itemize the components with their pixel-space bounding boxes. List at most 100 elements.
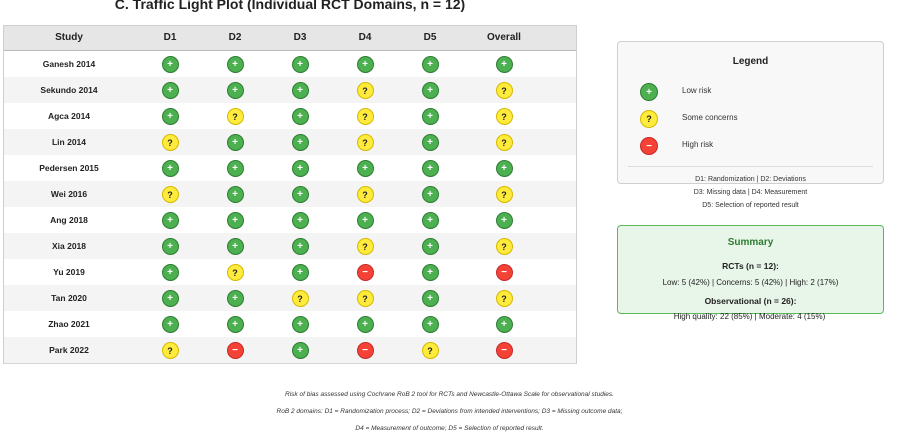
table-row: Yu 2019 +? + − + − <box>4 259 576 286</box>
column-header: Overall <box>487 32 521 43</box>
domain-risk-some-icon: ? <box>421 342 439 359</box>
domain-risk-some-icon: ? <box>356 134 374 151</box>
domain-risk-low-icon: + <box>421 82 439 99</box>
domain-risk-low-icon: + <box>421 212 439 229</box>
domain-risk-low-icon: + <box>356 160 374 177</box>
legend-label: Some concerns <box>682 113 738 122</box>
domain-risk-low-icon: + <box>226 56 244 73</box>
study-label: Sekundo 2014 <box>40 85 98 95</box>
domain-risk-low-icon: + <box>291 160 309 177</box>
legend-high-icon: − <box>640 137 658 155</box>
domain-risk-low-icon: + <box>226 134 244 151</box>
domain-risk-low-icon: + <box>291 212 309 229</box>
table-header: Study D1 D2 D3 D4 D5 Overall <box>4 26 576 51</box>
domain-risk-some-icon: ? <box>356 108 374 125</box>
legend-box: Legend + Low risk? Some concerns − High risk <box>617 41 884 184</box>
legend-title: Legend <box>732 56 769 67</box>
domain-risk-low-icon: + <box>291 264 309 281</box>
overall-risk-low-icon: + <box>495 316 513 333</box>
domain-risk-low-icon: + <box>291 134 309 151</box>
domain-risk-low-icon: + <box>356 212 374 229</box>
study-label: Yu 2019 <box>53 267 85 277</box>
column-header: D1 <box>163 32 177 43</box>
table-row: Tan 2020 + +?? +? <box>4 285 576 312</box>
study-label: Tan 2020 <box>51 293 87 303</box>
overall-risk-low-icon: + <box>495 212 513 229</box>
overall-risk-some-icon: ? <box>495 82 513 99</box>
domain-risk-low-icon: + <box>291 238 309 255</box>
domain-risk-some-icon: ? <box>161 186 179 203</box>
table-row: Xia 2018 + + +? +? <box>4 233 576 260</box>
overall-risk-high-icon: − <box>495 264 513 281</box>
table-row: Park 2022? − + −? − <box>4 337 576 364</box>
domain-risk-low-icon: + <box>226 160 244 177</box>
study-label: Zhao 2021 <box>48 319 90 329</box>
table-row: Ang 2018 + + + + + + <box>4 207 576 234</box>
domain-risk-low-icon: + <box>356 56 374 73</box>
domain-risk-low-icon: + <box>226 316 244 333</box>
summary-rct-header: RCTs (n = 12): <box>722 261 779 271</box>
domain-risk-some-icon: ? <box>226 108 244 125</box>
domain-risk-low-icon: + <box>291 186 309 203</box>
overall-risk-some-icon: ? <box>495 186 513 203</box>
domain-risk-low-icon: + <box>161 108 179 125</box>
study-label: Pedersen 2015 <box>39 163 99 173</box>
overall-risk-some-icon: ? <box>495 108 513 125</box>
domain-risk-high-icon: − <box>356 264 374 281</box>
domain-risk-some-icon: ? <box>356 238 374 255</box>
domain-risk-high-icon: − <box>356 342 374 359</box>
domain-risk-low-icon: + <box>226 290 244 307</box>
table-row: Ganesh 2014 + + + + + + <box>4 51 576 78</box>
chart-title: C. Traffic Light Plot (Individual RCT Do… <box>114 0 466 12</box>
overall-risk-some-icon: ? <box>495 290 513 307</box>
domain-risk-low-icon: + <box>161 290 179 307</box>
column-header: Study <box>55 32 83 43</box>
domain-risk-low-icon: + <box>421 108 439 125</box>
study-label: Agca 2014 <box>47 111 91 121</box>
domain-risk-low-icon: + <box>421 290 439 307</box>
footnote: D4 = Measurement of outcome; D5 = Select… <box>355 425 544 432</box>
overall-risk-high-icon: − <box>495 342 513 359</box>
legend-divider <box>628 166 873 167</box>
domain-risk-low-icon: + <box>161 264 179 281</box>
domain-risk-some-icon: ? <box>226 264 244 281</box>
summary-obs-line: High quality: 22 (85%) | Moderate: 4 (15… <box>673 312 826 321</box>
table-row: Pedersen 2015 + + + + + + <box>4 155 576 182</box>
study-label: Xia 2018 <box>51 241 87 251</box>
domain-risk-low-icon: + <box>161 238 179 255</box>
table-row: Sekundo 2014 + + +? +? <box>4 77 576 104</box>
domain-risk-some-icon: ? <box>356 290 374 307</box>
overall-risk-low-icon: + <box>495 160 513 177</box>
study-label: Park 2022 <box>49 345 89 355</box>
domain-risk-some-icon: ? <box>291 290 309 307</box>
domain-risk-low-icon: + <box>291 82 309 99</box>
legend-label: Low risk <box>682 86 712 95</box>
domain-risk-low-icon: + <box>226 82 244 99</box>
legend-some-icon: ? <box>640 110 658 128</box>
domain-risk-low-icon: + <box>421 56 439 73</box>
summary-rct-line: Low: 5 (42%) | Concerns: 5 (42%) | High:… <box>662 278 839 287</box>
domain-risk-low-icon: + <box>356 316 374 333</box>
domain-note: D1: Randomization | D2: Deviations <box>695 176 806 183</box>
summary-box: Summary RCTs (n = 12): Low: 5 (42%) | Co… <box>617 225 884 314</box>
domain-risk-low-icon: + <box>161 160 179 177</box>
footnote: RoB 2 domains: D1 = Randomization proces… <box>276 408 623 415</box>
domain-risk-low-icon: + <box>161 82 179 99</box>
domain-risk-low-icon: + <box>161 316 179 333</box>
domain-risk-low-icon: + <box>291 316 309 333</box>
domain-note: D3: Missing data | D4: Measurement <box>693 189 808 196</box>
overall-risk-some-icon: ? <box>495 134 513 151</box>
table-row: Wei 2016? + +? +? <box>4 181 576 208</box>
study-label: Ganesh 2014 <box>42 59 96 69</box>
domain-risk-low-icon: + <box>161 212 179 229</box>
domain-risk-low-icon: + <box>421 160 439 177</box>
domain-risk-low-icon: + <box>421 316 439 333</box>
summary-obs-header: Observational (n = 26): <box>704 296 797 306</box>
domain-risk-low-icon: + <box>161 56 179 73</box>
overall-risk-some-icon: ? <box>495 238 513 255</box>
domain-note: D5: Selection of reported result <box>702 202 799 209</box>
domain-risk-low-icon: + <box>291 342 309 359</box>
column-header: D3 <box>293 32 307 43</box>
study-label: Lin 2014 <box>51 137 87 147</box>
domain-risk-low-icon: + <box>226 238 244 255</box>
